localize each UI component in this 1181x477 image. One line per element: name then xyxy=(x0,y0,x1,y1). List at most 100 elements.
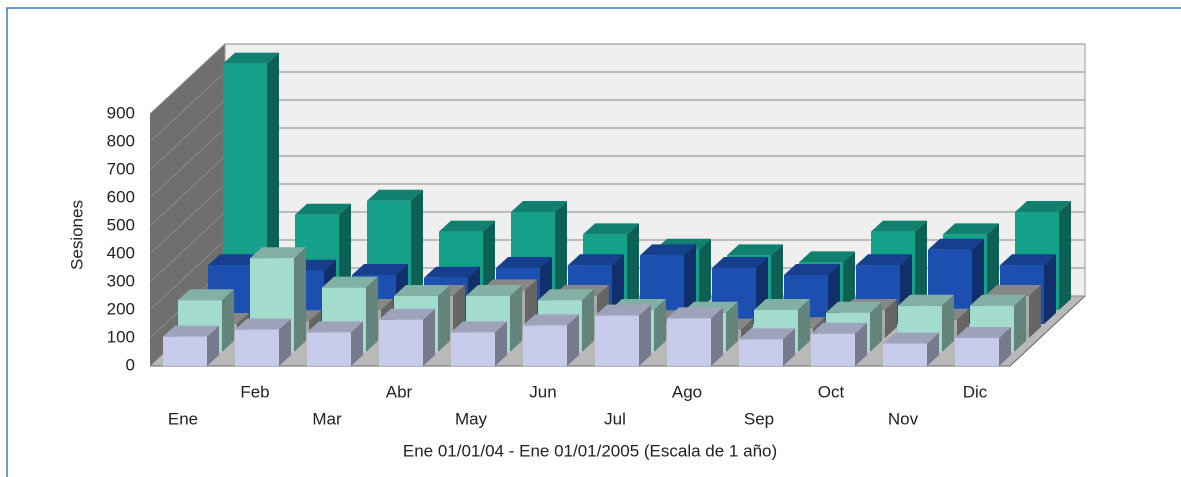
bar-top xyxy=(799,251,855,263)
bar-side xyxy=(843,251,855,310)
x-tick-label: Abr xyxy=(386,382,413,401)
x-tick-label: Feb xyxy=(240,382,269,401)
bar-front xyxy=(523,325,567,366)
bar-side xyxy=(222,289,234,352)
bar-top xyxy=(1015,201,1071,212)
y-tick-label: 700 xyxy=(107,159,135,178)
bar-side xyxy=(366,276,378,352)
y-tick-label: 600 xyxy=(107,187,135,206)
bar-top xyxy=(307,321,363,333)
bar-side xyxy=(870,301,882,352)
bar-side xyxy=(438,285,450,352)
bar xyxy=(883,332,939,366)
bar-top xyxy=(640,244,696,256)
bar-side xyxy=(267,52,279,310)
bar-top xyxy=(322,276,378,288)
bar-side xyxy=(555,201,567,310)
bar-top xyxy=(379,308,435,320)
bar-top xyxy=(1000,254,1056,266)
bar-top xyxy=(811,322,867,334)
bar xyxy=(307,321,363,366)
x-tick-label: Ago xyxy=(672,382,702,401)
bar xyxy=(811,322,867,366)
bar-top xyxy=(352,264,408,275)
bar-side xyxy=(711,307,723,366)
bar-top xyxy=(898,294,954,306)
x-tick-label: Dic xyxy=(963,382,988,401)
bar-side xyxy=(915,220,927,310)
frame xyxy=(6,7,1181,477)
bar-front xyxy=(595,315,639,366)
bar-side xyxy=(1029,285,1041,338)
bar-top xyxy=(367,189,423,201)
bar-side xyxy=(294,247,306,352)
bar-top xyxy=(538,289,594,301)
bar-side xyxy=(957,308,969,338)
bar-front xyxy=(163,336,207,366)
bar-front xyxy=(667,318,711,366)
bar-top xyxy=(163,325,219,337)
bar-side xyxy=(423,308,435,366)
bar-side xyxy=(351,321,363,366)
bar-side xyxy=(798,299,810,352)
x-tick-label: Sep xyxy=(744,409,774,428)
bar-top xyxy=(295,203,351,215)
y-tick-label: 800 xyxy=(107,131,135,150)
bar-top xyxy=(943,223,999,235)
bar-top xyxy=(970,294,1026,306)
bar-top xyxy=(583,223,639,235)
bar-side xyxy=(582,289,594,352)
bar-front xyxy=(739,339,783,366)
bar-side xyxy=(639,304,651,366)
y-tick-label: 0 xyxy=(126,355,135,374)
bar-top xyxy=(235,318,291,330)
bar-front xyxy=(955,338,999,366)
bar-side xyxy=(510,285,522,352)
bar-side xyxy=(495,321,507,366)
x-tick-label: Ene xyxy=(168,409,198,428)
bar-top xyxy=(568,254,624,266)
bar-side xyxy=(999,327,1011,366)
bar-top xyxy=(826,301,882,313)
bar-side xyxy=(411,189,423,310)
bar-side xyxy=(1059,201,1071,310)
x-tick-label: Jul xyxy=(604,409,626,428)
bar-front xyxy=(451,332,495,366)
y-tick-label: 500 xyxy=(107,215,135,234)
grid-line xyxy=(149,43,1085,115)
bar-side xyxy=(699,238,711,310)
x-tick-label: May xyxy=(455,409,488,428)
x-tick-label: Oct xyxy=(818,382,845,401)
bar-top xyxy=(754,299,810,310)
bar-top xyxy=(178,289,234,301)
bar-top xyxy=(712,257,768,268)
bar-side xyxy=(855,322,867,366)
bar-top xyxy=(985,285,1041,296)
bar-front xyxy=(379,319,423,366)
bar-front xyxy=(811,333,855,366)
bar-top xyxy=(466,285,522,296)
floor-edge xyxy=(150,295,1086,367)
bar-top xyxy=(250,247,306,259)
y-tick-label: 200 xyxy=(107,299,135,318)
x-tick-label: Mar xyxy=(312,409,342,428)
bar-top xyxy=(595,304,651,316)
bar-top xyxy=(928,238,984,250)
y-tick-label: 100 xyxy=(107,327,135,346)
bar-top xyxy=(784,264,840,275)
bar-top xyxy=(523,314,579,326)
bar-side xyxy=(1014,294,1026,352)
bar-top xyxy=(439,220,495,232)
bar-top xyxy=(424,266,480,278)
bar xyxy=(739,328,795,366)
bar-front xyxy=(235,329,279,366)
bar-front xyxy=(307,332,351,366)
bar xyxy=(451,321,507,366)
bar xyxy=(595,304,651,366)
y-tick-label: 300 xyxy=(107,271,135,290)
bar-top xyxy=(496,257,552,268)
bar-side xyxy=(741,318,753,338)
bar-side xyxy=(279,318,291,366)
bar-top xyxy=(451,321,507,333)
